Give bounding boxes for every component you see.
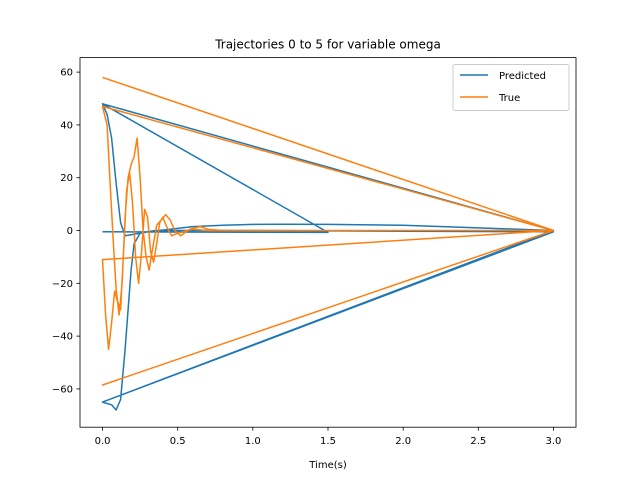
y-axis: −60 −40 −20 0 20 40 60: [52, 68, 80, 395]
plot-area: [101, 76, 555, 411]
y-tick-label: −60: [52, 384, 73, 395]
x-tick-label: 2.5: [470, 436, 486, 447]
legend-label-predicted: Predicted: [499, 71, 546, 82]
x-tick-label: 1.0: [245, 436, 261, 447]
y-tick-label: 0: [67, 226, 73, 237]
series-line-true: [101, 76, 555, 386]
y-tick-label: −40: [52, 332, 73, 343]
y-tick-label: −20: [52, 279, 73, 290]
y-tick-label: 40: [60, 120, 73, 131]
legend: Predicted True: [452, 64, 570, 111]
x-tick-label: 0.0: [95, 436, 111, 447]
x-tick-label: 1.5: [320, 436, 336, 447]
chart-title: Trajectories 0 to 5 for variable omega: [214, 38, 441, 52]
legend-box: [452, 64, 570, 111]
x-axis-label: Time(s): [308, 460, 347, 471]
x-tick-label: 0.5: [170, 436, 186, 447]
legend-label-true: True: [498, 93, 520, 104]
x-axis: 0.0 0.5 1.0 1.5 2.0 2.5 3.0: [95, 427, 562, 447]
y-tick-label: 60: [60, 68, 73, 79]
x-tick-label: 3.0: [546, 436, 562, 447]
x-tick-label: 2.0: [395, 436, 411, 447]
y-tick-label: 20: [60, 173, 73, 184]
